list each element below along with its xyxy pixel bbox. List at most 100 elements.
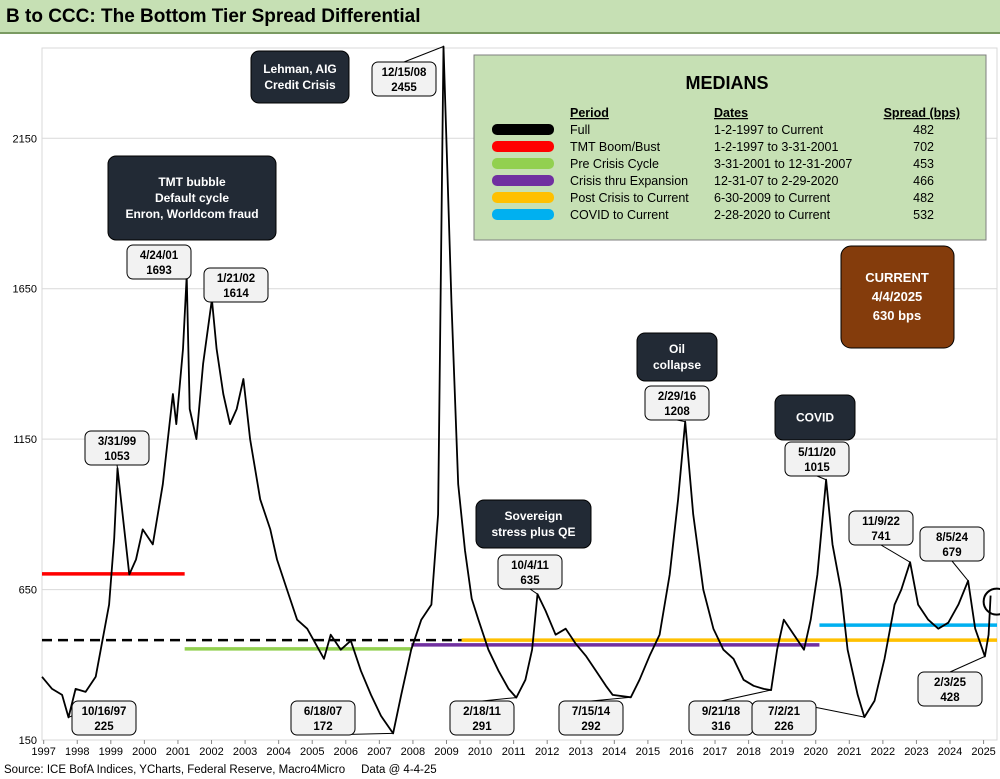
callout-box	[644, 385, 710, 421]
x-tick-label: 2005	[300, 746, 324, 758]
x-tick-label: 2001	[166, 746, 190, 758]
callout-box	[919, 526, 985, 562]
x-tick-label: 2022	[871, 746, 895, 758]
event-text: stress plus QE	[491, 525, 575, 539]
callout-date: 5/11/20	[798, 447, 836, 459]
callout-value: 225	[94, 721, 114, 733]
legend-period: COVID to Current	[570, 208, 669, 222]
callout-leader	[116, 464, 119, 469]
callout-value: 1053	[104, 451, 130, 463]
callout-value: 1208	[664, 406, 690, 418]
callout-box	[203, 267, 269, 303]
legend-dates: 12-31-07 to 2-29-2020	[714, 174, 838, 188]
legend-box	[473, 54, 987, 241]
callout-leader	[816, 475, 827, 481]
legend-dates: 2-28-2020 to Current	[714, 208, 831, 222]
callout-date: 8/5/24	[936, 532, 969, 544]
x-tick-label: 2011	[502, 746, 526, 758]
callout-box	[449, 700, 515, 736]
current-text: 4/4/2025	[872, 289, 923, 304]
callout-date: 10/16/97	[82, 706, 127, 718]
legend-swatch	[492, 158, 554, 169]
x-tick-label: 2006	[334, 746, 358, 758]
event-labels: Lehman, AIG Credit Crisis TMT bubble Defaul…	[107, 50, 856, 549]
event-text: Oil	[669, 342, 685, 356]
callout-date: 3/31/99	[98, 436, 136, 448]
callout-date: 2/3/25	[934, 677, 967, 689]
callout-date: 2/18/11	[463, 706, 501, 718]
callout-value: 172	[313, 721, 332, 733]
event-text: collapse	[653, 358, 701, 372]
callout-value: 316	[711, 721, 730, 733]
current-text: CURRENT	[865, 270, 929, 285]
x-tick-label: 2000	[132, 746, 156, 758]
legend-period: TMT Boom/Bust	[570, 140, 661, 154]
median-lines	[42, 572, 997, 651]
callout-date: 2/29/16	[658, 391, 696, 403]
x-tick-label: 2023	[904, 746, 928, 758]
legend-spread: 453	[913, 157, 934, 171]
legend-period: Post Crisis to Current	[570, 191, 689, 205]
callout-box	[558, 700, 624, 736]
x-tick-label: 2007	[367, 746, 391, 758]
callout-date: 9/21/18	[702, 706, 741, 718]
y-tick-label: 650	[19, 585, 37, 597]
callout-box	[290, 700, 356, 736]
callout-value: 1015	[804, 462, 830, 474]
callout-box	[84, 430, 150, 466]
callout-box	[784, 441, 850, 477]
medians-legend: MEDIANS Period Dates Spread (bps) Full 1-2-19…	[473, 54, 987, 241]
callout-box	[917, 671, 983, 707]
x-tick-label: 2019	[770, 746, 794, 758]
legend-swatch	[492, 192, 554, 203]
callout-date: 12/15/08	[382, 67, 427, 79]
series-group	[41, 45, 992, 735]
legend-dates: 6-30-2009 to Current	[714, 191, 831, 205]
x-tick-label: 2014	[602, 746, 626, 758]
callout-date: 4/24/01	[140, 250, 179, 262]
callout-date: 10/4/11	[511, 560, 549, 572]
callout-date: 7/2/21	[768, 706, 801, 718]
callout-value: 1614	[223, 288, 249, 300]
callout-box	[751, 700, 817, 736]
callout-value: 226	[774, 721, 793, 733]
callout-box	[71, 700, 137, 736]
callout-date: 6/18/07	[304, 706, 342, 718]
y-tick-label: 1650	[13, 284, 37, 296]
event-box	[107, 155, 277, 241]
current-box-bg	[840, 245, 955, 349]
callout-value: 291	[472, 721, 492, 733]
event-box	[774, 394, 856, 441]
callout-value: 2455	[391, 82, 417, 94]
callout-leader	[720, 689, 772, 702]
legend-period: Pre Crisis Cycle	[570, 157, 659, 171]
callout-value: 428	[940, 692, 960, 704]
callout-box	[371, 61, 437, 97]
legend-swatch	[492, 175, 554, 186]
y-axis: 150 650 1150 1650 2150	[13, 133, 37, 747]
spread-chart: 150 650 1150 1650 2150 1997 1998 1999 2000 2001 2…	[13, 45, 1000, 758]
callout-value: 292	[581, 721, 600, 733]
callout-box	[497, 554, 563, 590]
callout-value: 741	[871, 531, 891, 543]
source-note: Source: ICE BofA Indices, YCharts, Feder…	[4, 764, 437, 776]
callout-leader	[529, 588, 538, 595]
callout-leader	[590, 696, 631, 702]
legend-spread: 702	[913, 140, 934, 154]
callout-leader	[951, 560, 969, 582]
event-text: Sovereign	[504, 509, 562, 523]
x-tick-label: 2016	[669, 746, 693, 758]
page-title: B to CCC: The Bottom Tier Spread Differe…	[6, 6, 421, 27]
data-date: Data @ 4-4-25	[361, 764, 437, 776]
legend-swatch	[492, 209, 554, 220]
x-tick-label: 2002	[199, 746, 223, 758]
y-tick-label: 150	[19, 735, 37, 747]
current-box: CURRENT 4/4/2025 630 bps	[840, 245, 1000, 616]
event-text: Credit Crisis	[264, 78, 336, 92]
x-tick-label: 1999	[99, 746, 123, 758]
event-text: Enron, Worldcom fraud	[125, 207, 258, 221]
x-tick-label: 2025	[971, 746, 995, 758]
legend-dates: 1-2-1997 to Current	[714, 123, 824, 137]
event-text: TMT bubble	[158, 175, 226, 189]
y-tick-label: 2150	[13, 133, 37, 145]
